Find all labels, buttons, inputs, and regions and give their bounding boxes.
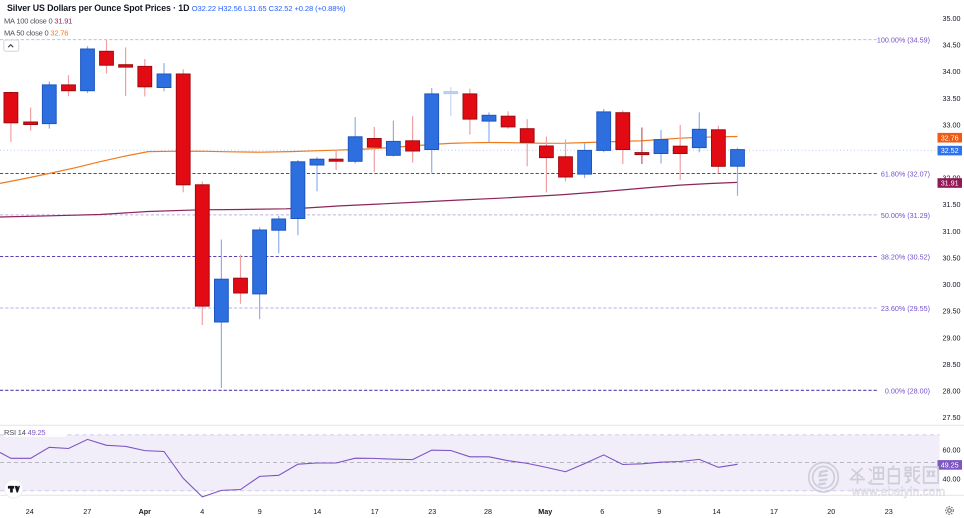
svg-text:23: 23 (885, 507, 893, 516)
svg-text:17: 17 (371, 507, 379, 516)
svg-text:MA 50 close 0 32.76: MA 50 close 0 32.76 (4, 29, 68, 38)
svg-text:32.52: 32.52 (941, 146, 959, 155)
svg-text:33.50: 33.50 (943, 94, 961, 103)
svg-text:27.50: 27.50 (943, 413, 961, 422)
svg-text:RSI 14 49.25: RSI 14 49.25 (4, 428, 45, 437)
svg-text:27: 27 (83, 507, 91, 516)
svg-text:9: 9 (657, 507, 661, 516)
svg-text:23.60% (29.55): 23.60% (29.55) (881, 304, 930, 313)
svg-text:60.00: 60.00 (943, 445, 961, 454)
svg-text:34.50: 34.50 (943, 41, 961, 50)
svg-text:40.00: 40.00 (943, 474, 961, 483)
svg-text:24: 24 (26, 507, 34, 516)
svg-text:28: 28 (484, 507, 492, 516)
svg-text:100.00% (34.59): 100.00% (34.59) (877, 36, 930, 45)
svg-text:MA 100 close 0 31.91: MA 100 close 0 31.91 (4, 16, 72, 25)
svg-text:31.91: 31.91 (941, 179, 959, 188)
svg-text:20: 20 (827, 507, 835, 516)
svg-text:34.00: 34.00 (943, 67, 961, 76)
svg-text:6: 6 (600, 507, 604, 516)
svg-text:28.00: 28.00 (943, 387, 961, 396)
svg-text:4: 4 (200, 507, 204, 516)
svg-text:17: 17 (770, 507, 778, 516)
svg-text:38.20% (30.52): 38.20% (30.52) (881, 253, 930, 262)
svg-text:14: 14 (313, 507, 321, 516)
svg-text:29.00: 29.00 (943, 333, 961, 342)
svg-text:49.25: 49.25 (941, 461, 959, 470)
svg-text:32.76: 32.76 (941, 133, 959, 142)
svg-text:29.50: 29.50 (943, 307, 961, 316)
svg-text:31.00: 31.00 (943, 227, 961, 236)
svg-text:33.00: 33.00 (943, 120, 961, 129)
svg-text:www.ebaiyin.com: www.ebaiyin.com (851, 487, 945, 499)
svg-text:35.00: 35.00 (943, 14, 961, 23)
svg-text:May: May (538, 507, 552, 516)
svg-text:Apr: Apr (139, 507, 152, 516)
svg-text:0.00% (28.00): 0.00% (28.00) (885, 386, 930, 395)
svg-text:31.50: 31.50 (943, 200, 961, 209)
svg-text:28.50: 28.50 (943, 360, 961, 369)
svg-text:61.80% (32.07): 61.80% (32.07) (881, 170, 930, 179)
svg-text:30.50: 30.50 (943, 253, 961, 262)
svg-text:23: 23 (428, 507, 436, 516)
svg-text:14: 14 (713, 507, 721, 516)
svg-text:Silver US Dollars per Ounce Sp: Silver US Dollars per Ounce Spot Prices … (7, 3, 346, 13)
svg-text:9: 9 (258, 507, 262, 516)
svg-text:30.00: 30.00 (943, 280, 961, 289)
svg-text:32.00: 32.00 (943, 174, 961, 183)
svg-text:50.00% (31.29): 50.00% (31.29) (881, 211, 930, 220)
